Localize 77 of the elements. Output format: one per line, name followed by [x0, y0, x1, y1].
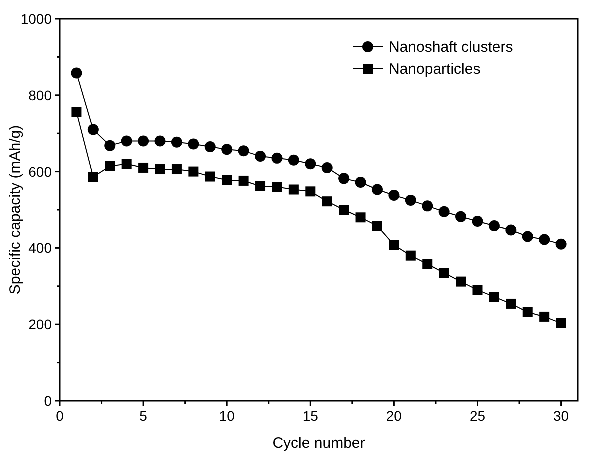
point — [372, 221, 382, 232]
point — [256, 181, 266, 192]
point — [205, 172, 216, 182]
point — [306, 186, 316, 197]
point — [121, 136, 132, 147]
point — [272, 182, 282, 192]
y-tick-label: 200 — [28, 316, 52, 333]
point — [438, 206, 450, 218]
point — [222, 175, 232, 186]
point — [488, 220, 500, 232]
point — [322, 196, 332, 207]
x-tick-label: 15 — [302, 408, 319, 424]
point — [506, 298, 516, 309]
legend-label: Nanoshaft clusters — [389, 39, 514, 56]
point — [138, 136, 150, 147]
point — [556, 238, 567, 250]
point — [338, 173, 350, 184]
point — [255, 151, 266, 162]
y-tick-label: 800 — [28, 87, 52, 104]
point — [472, 285, 483, 296]
x-tick-label: 20 — [386, 408, 402, 424]
point — [539, 234, 550, 246]
point — [322, 162, 333, 174]
x-tick-label: 0 — [56, 408, 64, 424]
point — [105, 161, 116, 172]
legend-label: Nanoparticles — [389, 61, 481, 78]
x-tick-label: 10 — [219, 408, 236, 424]
point — [155, 164, 166, 175]
x-axis-title: Cycle number — [272, 435, 366, 452]
point — [288, 184, 299, 195]
point — [154, 136, 166, 147]
point — [556, 318, 566, 328]
point — [305, 158, 316, 170]
point — [88, 124, 99, 136]
x-tick-label: 25 — [470, 408, 486, 424]
point — [406, 250, 416, 261]
point — [422, 259, 433, 270]
point — [356, 212, 366, 223]
y-tick-label: 0 — [44, 393, 52, 409]
point — [388, 190, 400, 201]
y-tick-label: 1000 — [20, 11, 52, 27]
point — [355, 176, 366, 188]
x-tick-label: 5 — [140, 408, 148, 424]
point — [188, 138, 200, 150]
point — [72, 107, 82, 118]
point — [171, 136, 182, 148]
point — [88, 172, 98, 182]
point — [405, 194, 416, 206]
point — [456, 211, 467, 222]
point — [439, 268, 450, 278]
point — [188, 166, 199, 177]
point — [389, 240, 400, 250]
point — [122, 159, 132, 170]
point — [472, 216, 484, 227]
y-axis-title: Specific capacity (mAh/g) — [7, 125, 24, 295]
point — [138, 162, 149, 173]
point — [238, 146, 250, 157]
point — [238, 176, 249, 186]
point — [222, 144, 233, 156]
x-tick-label: 30 — [554, 408, 570, 424]
point — [372, 184, 383, 196]
point — [104, 140, 116, 152]
point — [71, 68, 82, 79]
point — [172, 164, 182, 175]
point — [456, 276, 466, 287]
y-tick-label: 600 — [28, 164, 52, 180]
point — [489, 292, 500, 302]
point — [540, 312, 550, 322]
point — [522, 307, 533, 318]
point — [522, 231, 534, 242]
y-tick-label: 400 — [28, 240, 52, 256]
point — [288, 154, 300, 166]
point — [272, 152, 283, 164]
point — [204, 141, 216, 152]
point — [422, 200, 434, 212]
point — [506, 224, 517, 236]
point — [339, 205, 350, 215]
